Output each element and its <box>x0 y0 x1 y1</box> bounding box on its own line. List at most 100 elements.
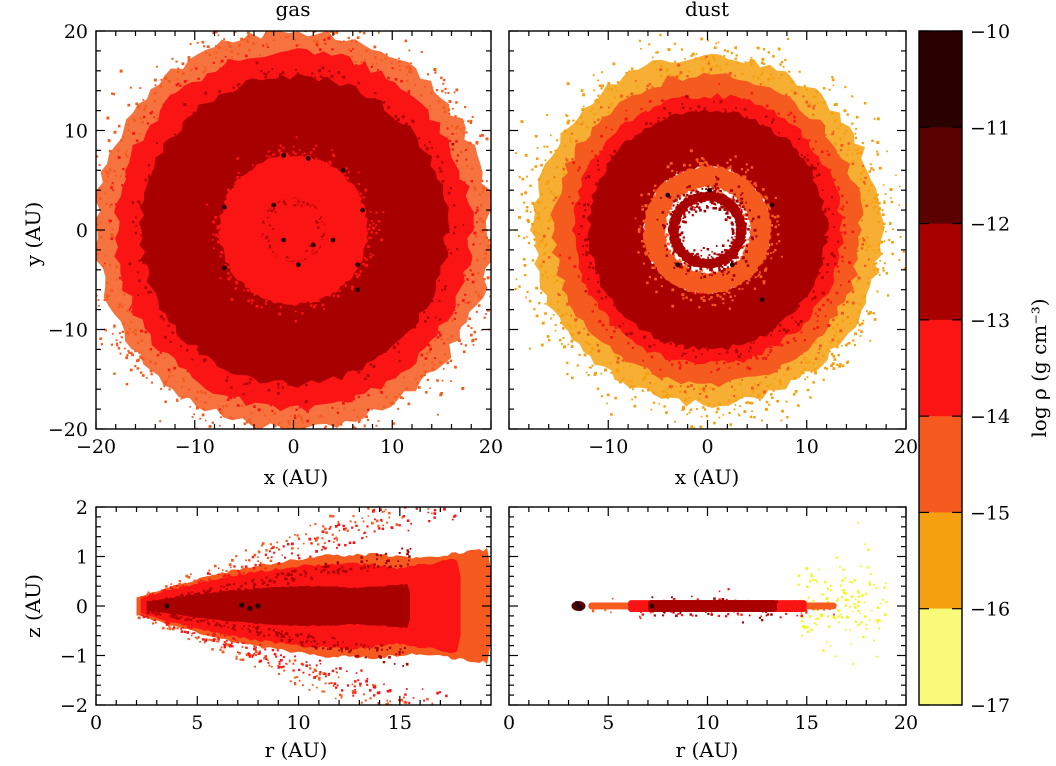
density-particle <box>815 207 818 210</box>
density-particle <box>702 299 706 302</box>
density-particle <box>236 181 240 185</box>
density-particle <box>793 115 796 119</box>
density-particle <box>637 251 640 254</box>
density-particle <box>886 150 888 153</box>
density-particle <box>596 344 599 347</box>
density-particle <box>674 60 676 63</box>
density-particle <box>497 289 499 291</box>
density-particle <box>682 407 685 410</box>
density-particle <box>663 100 667 104</box>
density-particle <box>283 258 285 260</box>
density-particle <box>233 396 236 399</box>
density-particle <box>561 314 564 317</box>
density-particle <box>326 430 328 432</box>
density-particle <box>663 225 667 228</box>
density-particle <box>561 281 564 285</box>
density-particle <box>269 418 271 421</box>
density-particle <box>717 200 720 204</box>
density-particle <box>426 278 429 282</box>
density-particle <box>242 572 245 574</box>
density-particle <box>531 201 535 205</box>
density-particle <box>761 247 764 250</box>
density-particle <box>139 371 143 374</box>
density-particle <box>431 367 434 369</box>
density-particle <box>138 259 141 262</box>
density-particle <box>676 285 679 288</box>
density-particle <box>233 387 236 389</box>
density-particle <box>895 174 897 177</box>
density-particle <box>626 95 629 98</box>
density-particle <box>806 154 809 157</box>
density-particle <box>546 145 549 148</box>
density-particle <box>694 188 698 192</box>
density-particle <box>565 282 569 285</box>
density-particle <box>318 672 322 676</box>
density-particle <box>694 110 698 113</box>
density-particle <box>290 170 293 172</box>
density-particle <box>292 669 295 672</box>
density-particle <box>261 164 265 167</box>
density-particle <box>469 121 473 124</box>
density-particle <box>569 140 572 143</box>
density-particle <box>694 363 697 366</box>
density-particle <box>423 373 426 377</box>
density-particle <box>543 253 546 256</box>
density-particle <box>110 220 112 222</box>
density-particle <box>634 80 637 82</box>
density-particle <box>743 228 745 231</box>
density-particle <box>330 74 334 78</box>
density-particle <box>228 190 231 193</box>
density-particle <box>274 425 277 428</box>
density-particle <box>246 288 250 292</box>
density-particle <box>226 393 229 396</box>
density-particle <box>473 186 476 189</box>
density-particle <box>196 338 200 342</box>
density-particle <box>228 45 232 48</box>
density-particle <box>450 503 452 505</box>
density-particle <box>333 372 337 376</box>
density-particle <box>191 416 194 418</box>
density-particle <box>732 238 735 241</box>
density-particle <box>692 356 695 359</box>
density-particle <box>899 235 902 238</box>
density-particle <box>769 345 772 349</box>
density-particle <box>128 308 131 311</box>
density-particle <box>224 202 227 205</box>
density-particle <box>591 207 594 210</box>
density-particle <box>85 213 88 216</box>
density-particle <box>297 547 299 550</box>
density-particle <box>127 124 129 126</box>
density-particle <box>736 231 740 234</box>
density-particle <box>804 358 807 361</box>
density-particle <box>462 350 466 354</box>
density-particle <box>454 747 457 750</box>
density-particle <box>812 106 815 109</box>
density-particle <box>698 378 701 381</box>
density-particle <box>682 257 686 260</box>
density-particle <box>428 520 431 523</box>
density-particle <box>726 253 729 256</box>
density-particle <box>733 272 736 275</box>
density-particle <box>451 731 453 733</box>
density-particle <box>682 297 685 300</box>
density-particle <box>675 245 678 249</box>
density-particle <box>265 658 268 661</box>
density-particle <box>456 125 459 128</box>
density-particle <box>331 228 334 231</box>
density-particle <box>189 406 191 408</box>
density-particle <box>434 129 437 133</box>
density-particle <box>131 330 134 333</box>
density-particle <box>776 214 780 218</box>
density-particle <box>215 359 217 361</box>
density-particle <box>812 95 816 99</box>
density-particle <box>873 196 877 200</box>
density-particle <box>851 262 855 265</box>
density-particle <box>667 114 670 116</box>
density-particle <box>308 664 311 667</box>
density-particle <box>604 296 608 299</box>
density-particle <box>793 91 797 95</box>
density-particle <box>705 415 709 418</box>
density-particle <box>226 398 230 401</box>
density-particle <box>885 272 889 275</box>
density-particle <box>365 415 368 419</box>
